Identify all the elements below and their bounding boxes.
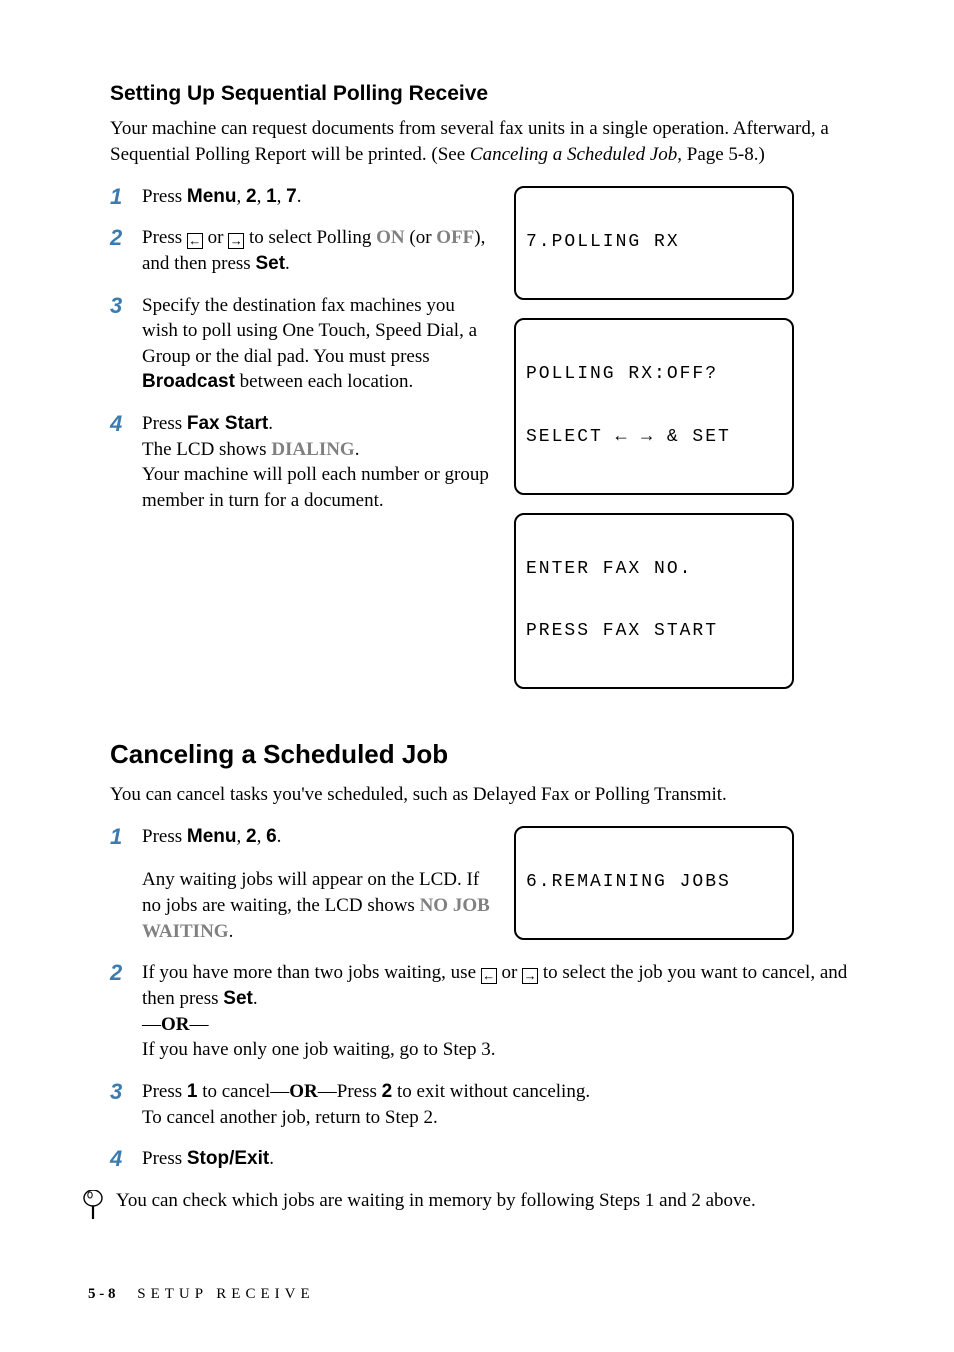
lcd-polling-select: POLLING RX:OFF? SELECT ← → & SET [514, 318, 794, 495]
text-or: OR [161, 1014, 190, 1035]
subheading-sequential-polling: Setting Up Sequential Polling Receive [110, 80, 874, 108]
option-on: ON [376, 227, 405, 248]
key-2: 2 [382, 1081, 393, 1102]
lcd-line: PRESS FAX START [526, 621, 782, 642]
note-check-jobs: You can check which jobs are waiting in … [82, 1188, 874, 1220]
key-menu: Menu [187, 826, 237, 847]
text: Press [142, 227, 187, 248]
key-7: 7 [286, 186, 297, 207]
text: . [229, 921, 234, 942]
text: . [297, 186, 302, 207]
page-footer: 5 - 8 SETUP RECEIVE [88, 1284, 315, 1304]
lcd-line: 6.REMAINING JOBS [526, 872, 782, 893]
text: Press [142, 826, 187, 847]
steps-with-lcd-2: Press Menu, 2, 6. Any waiting jobs will … [110, 824, 874, 961]
option-off: OFF [436, 227, 474, 248]
intro-part2: , Page 5-8.) [677, 144, 765, 165]
text: Press [142, 186, 187, 207]
text: To cancel another job, return to Step 2. [142, 1107, 438, 1128]
text: , [257, 826, 267, 847]
chapter-name: SETUP RECEIVE [137, 1286, 314, 1302]
heading-cancel-job: Canceling a Scheduled Job [110, 737, 874, 772]
lcd-line: 7.POLLING RX [526, 232, 782, 253]
intro-cancel-job: You can cancel tasks you've scheduled, s… [110, 782, 874, 808]
key-menu: Menu [187, 186, 237, 207]
text: to exit without canceling. [392, 1081, 590, 1102]
key-set: Set [255, 253, 285, 274]
key-set: Set [223, 988, 253, 1009]
text: — [190, 1014, 209, 1035]
lcd-enter-fax: ENTER FAX NO. PRESS FAX START [514, 513, 794, 690]
text: Press [142, 1148, 187, 1169]
key-fax-start: Fax Start [187, 413, 268, 434]
intro-xref: Canceling a Scheduled Job [470, 144, 677, 165]
text: —Press [318, 1081, 382, 1102]
text: Press [142, 413, 187, 434]
pushpin-icon [82, 1190, 104, 1220]
text: to select Polling [244, 227, 376, 248]
steps-list-1: Press Menu, 2, 1, 7. Press ← or → to sel… [110, 184, 490, 514]
text: or [497, 962, 522, 983]
lcd-line: SELECT ← → & SET [526, 427, 782, 448]
right-arrow-icon: → [522, 968, 538, 984]
step-2-1: Press Menu, 2, 6. Any waiting jobs will … [110, 824, 490, 945]
key-6: 6 [266, 826, 277, 847]
text: . [269, 1148, 274, 1169]
key-1: 1 [187, 1081, 198, 1102]
option-dialing: DIALING [271, 439, 354, 460]
text: to cancel— [197, 1081, 289, 1102]
text: The LCD shows [142, 439, 271, 460]
text: Press [142, 1081, 187, 1102]
text: Specify the destination fax machines you… [142, 295, 477, 367]
key-2: 2 [246, 826, 257, 847]
step-2-3: Press 1 to cancel—OR—Press 2 to exit wit… [110, 1079, 874, 1130]
left-arrow-icon: ← [481, 968, 497, 984]
step-1-4: Press Fax Start. The LCD shows DIALING. … [110, 411, 490, 514]
step-1-3: Specify the destination fax machines you… [110, 293, 490, 396]
text: , [236, 826, 246, 847]
text: . [277, 826, 282, 847]
note-text: You can check which jobs are waiting in … [116, 1188, 756, 1214]
step-2-2: If you have more than two jobs waiting, … [110, 960, 874, 1063]
step-1-2: Press ← or → to select Polling ON (or OF… [110, 225, 490, 276]
page-number: 5 - 8 [88, 1286, 116, 1302]
text: , [236, 186, 246, 207]
lcd-polling-rx: 7.POLLING RX [514, 186, 794, 300]
intro-sequential-polling: Your machine can request documents from … [110, 116, 874, 167]
text: — [142, 1014, 161, 1035]
left-arrow-icon: ← [187, 233, 203, 249]
lcd-remaining-jobs: 6.REMAINING JOBS [514, 826, 794, 940]
text-or: OR [289, 1081, 318, 1102]
right-arrow-icon: → [228, 233, 244, 249]
text: . [268, 413, 273, 434]
text: If you have only one job waiting, go to … [142, 1039, 496, 1060]
step-1-1: Press Menu, 2, 1, 7. [110, 184, 490, 210]
text: Your machine will poll each number or gr… [142, 464, 489, 511]
text: , [257, 186, 267, 207]
key-1: 1 [266, 186, 277, 207]
key-broadcast: Broadcast [142, 371, 235, 392]
key-stop-exit: Stop/Exit [187, 1148, 269, 1169]
step-2-4: Press Stop/Exit. [110, 1146, 874, 1172]
steps-with-lcd-1: Press Menu, 2, 1, 7. Press ← or → to sel… [110, 184, 874, 707]
text: . [285, 253, 290, 274]
lcd-line: POLLING RX:OFF? [526, 364, 782, 385]
text: . [355, 439, 360, 460]
text: . [253, 988, 258, 1009]
text: If you have more than two jobs waiting, … [142, 962, 481, 983]
text: , [277, 186, 287, 207]
steps-list-2a: Press Menu, 2, 6. Any waiting jobs will … [110, 824, 490, 945]
lcd-line: ENTER FAX NO. [526, 559, 782, 580]
key-2: 2 [246, 186, 257, 207]
text: (or [405, 227, 437, 248]
text: between each location. [235, 371, 413, 392]
text: or [203, 227, 228, 248]
steps-list-2b: If you have more than two jobs waiting, … [110, 960, 874, 1171]
